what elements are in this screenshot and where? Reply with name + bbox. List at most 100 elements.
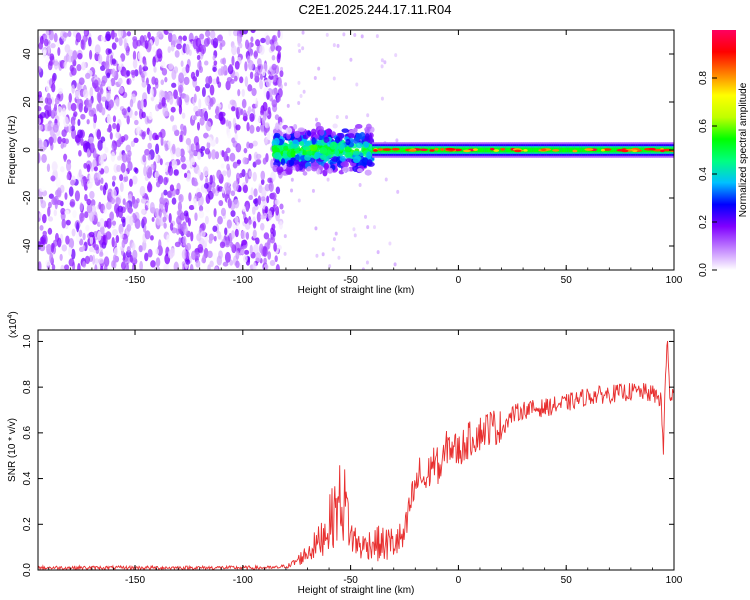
heatmap-cell: [270, 158, 274, 169]
heatmap-cell: [327, 167, 333, 174]
heatmap-cell: [536, 147, 539, 153]
heatmap-cell: [226, 219, 232, 229]
heatmap-cell: [49, 53, 55, 61]
heatmap-cell: [140, 99, 144, 110]
heatmap-cell: [267, 210, 273, 221]
heatmap-cell: [105, 92, 112, 102]
heatmap-cell: [48, 60, 53, 66]
heatmap-cell: [660, 149, 665, 153]
heatmap-cell: [600, 148, 606, 152]
heatmap-cell: [251, 206, 256, 215]
heatmap-cell: [127, 161, 133, 172]
heatmap-cell: [255, 237, 260, 245]
heatmap-cell: [183, 125, 187, 136]
heatmap-cell: [662, 148, 672, 152]
heatmap-cell: [245, 39, 250, 50]
heatmap-cell: [227, 198, 232, 209]
heatmap-cell: [233, 198, 240, 209]
heatmap-cell: [309, 144, 318, 152]
heatmap-cell: [248, 142, 254, 149]
heatmap-cell: [231, 55, 235, 66]
heatmap-cell: [197, 108, 202, 117]
heatmap-cell: [42, 213, 47, 224]
heatmap-cell: [306, 150, 313, 155]
heatmap-cell: [194, 212, 198, 222]
heatmap-cell: [262, 101, 268, 112]
heatmap-cell: [50, 175, 56, 182]
heatmap-cell: [259, 79, 264, 90]
heatmap-cell: [342, 166, 350, 173]
heatmap-cell: [247, 84, 253, 92]
heatmap-cell: [402, 147, 406, 153]
heatmap-cell: [319, 147, 328, 155]
heatmap-cell: [178, 104, 183, 115]
heatmap-cell: [224, 227, 228, 236]
heatmap-cell: [283, 234, 287, 239]
heatmap-cell: [204, 60, 209, 66]
heatmap-cell: [197, 169, 202, 176]
heatmap-cell: [361, 267, 365, 270]
heatmap-cell: [68, 93, 73, 103]
heatmap-cell: [255, 39, 261, 47]
snr-frame: [38, 330, 674, 570]
heatmap-cell: [111, 175, 117, 181]
heatmap-cell: [279, 70, 284, 78]
heatmap-cell: [98, 201, 102, 210]
heatmap-cell: [92, 158, 97, 168]
heatmap-cell: [176, 96, 180, 106]
heatmap-cell: [364, 169, 372, 176]
heatmap-cell: [68, 124, 72, 134]
heatmap-cell: [85, 224, 90, 232]
heatmap-cell: [86, 163, 91, 173]
heatmap-cell: [199, 33, 205, 40]
heatmap-cell: [253, 188, 258, 197]
heatmap-cell: [355, 82, 359, 87]
heatmap-cell: [163, 222, 167, 229]
heatmap-cell: [45, 259, 51, 266]
heatmap-cell: [234, 132, 238, 142]
heatmap-cell: [88, 231, 95, 238]
heatmap-cell: [78, 150, 82, 157]
heatmap-cell: [158, 239, 162, 251]
heatmap-cell: [61, 244, 68, 252]
heatmap-cell: [235, 107, 239, 118]
heatmap-cell: [523, 149, 528, 152]
heatmap-cell: [301, 46, 305, 51]
heatmap-cell: [65, 235, 70, 245]
heatmap-cell: [64, 192, 68, 200]
heatmap-cell: [110, 151, 116, 162]
heatmap-cell: [161, 68, 168, 76]
heatmap-cell: [115, 131, 121, 139]
heatmap-cell: [307, 130, 312, 137]
y-tick-label: 0.6: [22, 425, 33, 439]
y-tick-label: 0.2: [22, 517, 33, 531]
heatmap-cell: [53, 209, 58, 217]
heatmap-cell: [372, 225, 376, 230]
heatmap-cell: [73, 111, 78, 117]
heatmap-cell: [81, 61, 87, 71]
heatmap-cell: [119, 181, 124, 193]
heatmap-cell: [47, 227, 53, 235]
heatmap-cell: [267, 106, 271, 115]
heatmap-cell: [232, 180, 239, 192]
heatmap-cell: [192, 181, 199, 187]
heatmap-cell: [288, 159, 295, 167]
heatmap-cell: [215, 105, 220, 116]
heatmap-cell: [261, 68, 266, 77]
heatmap-cell: [568, 147, 572, 153]
heatmap-cell: [170, 106, 176, 113]
heatmap-cell: [100, 65, 106, 72]
heatmap-cell: [281, 209, 285, 214]
heatmap-cell: [352, 227, 356, 232]
heatmap-cell: [275, 122, 280, 131]
heatmap-cell: [127, 193, 132, 201]
heatmap-cell: [118, 223, 124, 235]
heatmap-cell: [266, 90, 270, 100]
heatmap-cell: [195, 69, 200, 77]
heatmap-cell: [68, 246, 73, 257]
heatmap-cell: [290, 188, 294, 193]
heatmap-cell: [357, 168, 363, 173]
heatmap-cell: [138, 64, 142, 76]
heatmap-cell: [195, 142, 200, 152]
heatmap-cell: [274, 255, 278, 263]
